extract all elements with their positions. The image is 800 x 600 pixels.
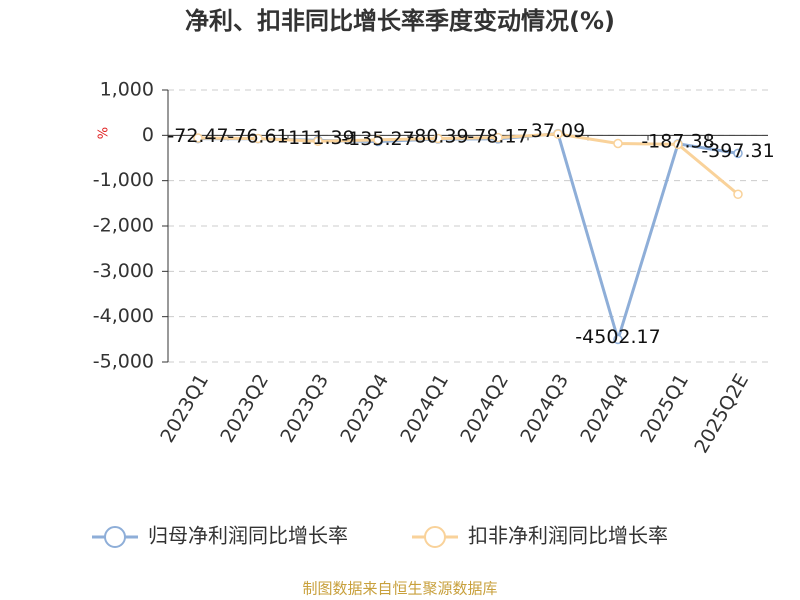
x-tick-label: 2023Q3 — [276, 370, 333, 446]
y-tick-label: 1,000 — [100, 79, 154, 101]
y-tick-label: -5,000 — [93, 351, 154, 373]
point — [613, 334, 623, 345]
point — [313, 136, 323, 146]
data-label: -135.27 — [341, 128, 414, 150]
x-tick-label: 2023Q1 — [156, 370, 213, 446]
point — [613, 138, 623, 149]
point — [673, 139, 683, 150]
data-label: -78.17 — [467, 125, 528, 147]
x-tick-label: 2023Q2 — [216, 370, 273, 446]
legend-label: 归母净利润同比增长率 — [148, 524, 348, 548]
x-tick-label: 2024Q2 — [456, 370, 513, 446]
legend-marker — [424, 526, 446, 548]
data-label: -80.39 — [407, 125, 468, 147]
data-label: -187.38 — [641, 130, 714, 152]
data-label: -72.47 — [167, 125, 228, 147]
y-tick-label: -1,000 — [93, 169, 154, 191]
y-tick-label: -4,000 — [93, 305, 154, 327]
point — [733, 189, 743, 200]
x-tick-label: 2023Q4 — [336, 370, 393, 446]
point — [373, 135, 383, 145]
y-tick-label: 0 — [142, 124, 154, 146]
series-line — [197, 132, 739, 196]
point — [193, 133, 203, 143]
x-tick-label: 2024Q3 — [516, 370, 573, 446]
point — [493, 132, 503, 143]
x-tick-label: 2025Q1 — [636, 370, 693, 446]
chart-title: 净利、扣非同比增长率季度变动情况(%) — [185, 7, 615, 35]
data-label: -4502.17 — [575, 326, 660, 348]
point — [253, 133, 263, 144]
legend-label: 扣非净利润同比增长率 — [468, 524, 668, 548]
series-line — [197, 132, 739, 345]
point — [553, 129, 563, 139]
data-label: -397.31 — [701, 140, 774, 162]
x-tick-label: 2024Q1 — [396, 370, 453, 446]
data-label: -76.61 — [227, 125, 288, 147]
point — [433, 133, 443, 144]
source: 制图数据来自恒生聚源数据库 — [302, 580, 497, 598]
data-label: -111.39 — [281, 127, 354, 149]
x-tick-label: 2025Q2E — [690, 370, 753, 457]
legend-marker — [104, 526, 126, 548]
y-tick-label: -2,000 — [93, 215, 154, 237]
y-tick-label: -3,000 — [93, 260, 154, 282]
data-label: 37.09 — [531, 120, 585, 142]
unit-label: % — [97, 127, 112, 139]
point — [733, 148, 743, 159]
x-tick-label: 2024Q4 — [576, 370, 633, 446]
